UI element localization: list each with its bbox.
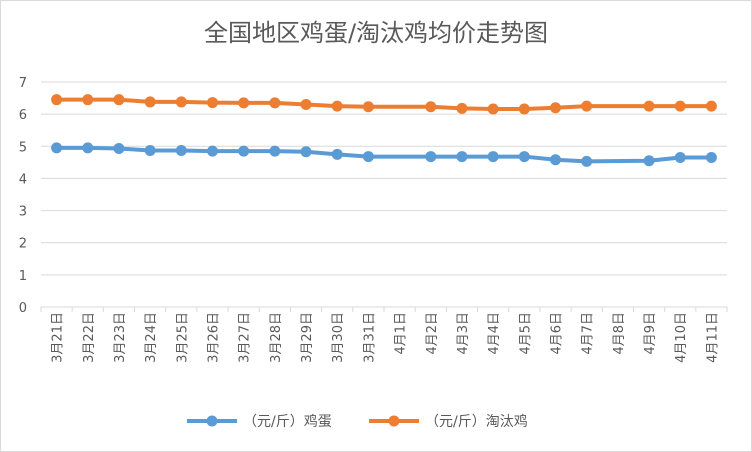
x-tick-label: 4月7日	[581, 312, 596, 355]
legend-swatch-marker	[388, 415, 400, 427]
data-point	[362, 101, 374, 113]
data-point	[331, 148, 343, 160]
y-tick-label: 1	[19, 269, 27, 284]
data-point	[51, 94, 63, 106]
y-tick-label: 6	[19, 108, 27, 123]
x-tick-label: 3月27日	[238, 312, 253, 363]
x-tick-label: 3月29日	[300, 312, 315, 363]
x-tick-label: 3月25日	[175, 312, 190, 363]
x-tick-label: 4月10日	[674, 312, 689, 363]
data-point	[487, 103, 499, 115]
data-point	[456, 102, 468, 114]
data-point	[550, 154, 561, 166]
data-point	[550, 102, 561, 114]
x-tick-label: 4月3日	[456, 312, 471, 355]
x-tick-label: 3月30日	[331, 312, 346, 363]
y-tick-label: 3	[19, 205, 27, 220]
data-point	[175, 144, 187, 156]
data-point	[518, 103, 530, 115]
data-point	[643, 155, 655, 167]
data-point	[425, 101, 437, 113]
data-point	[581, 155, 593, 167]
data-point	[113, 143, 125, 155]
data-point	[269, 97, 281, 109]
data-point	[674, 152, 686, 164]
x-tick-label: 4月11日	[705, 312, 720, 363]
data-point	[643, 100, 655, 112]
legend-swatch-marker	[206, 415, 218, 427]
y-tick-label: 2	[19, 237, 27, 252]
x-tick-label: 3月28日	[269, 312, 284, 363]
y-tick-label: 4	[19, 172, 27, 187]
data-point	[207, 145, 218, 157]
data-point	[144, 96, 156, 108]
data-point	[51, 142, 63, 154]
data-point	[425, 151, 437, 163]
data-point	[674, 100, 686, 112]
data-point	[518, 151, 530, 163]
x-tick-label: 3月24日	[144, 312, 159, 363]
x-tick-label: 4月2日	[425, 312, 440, 355]
data-point	[487, 151, 499, 163]
x-tick-label: 3月31日	[362, 312, 377, 363]
data-point	[144, 144, 156, 156]
data-point	[331, 100, 343, 112]
data-point	[82, 142, 94, 154]
x-tick-label: 4月1日	[394, 312, 409, 355]
chart-title: 全国地区鸡蛋/淘汰鸡均价走势图	[203, 19, 549, 47]
x-tick-label: 4月9日	[643, 312, 658, 355]
data-point	[238, 145, 250, 157]
x-tick-label: 3月23日	[113, 312, 128, 363]
x-tick-label: 3月26日	[207, 312, 222, 363]
x-tick-label: 3月22日	[82, 312, 97, 363]
legend-entry-0: （元/斤）鸡蛋	[243, 413, 332, 430]
x-tick-label: 4月6日	[550, 312, 565, 355]
x-tick-label: 4月8日	[612, 312, 627, 355]
y-tick-label: 5	[19, 140, 27, 155]
data-point	[362, 151, 374, 163]
y-tick-label: 0	[19, 301, 27, 316]
data-point	[175, 96, 187, 108]
data-point	[238, 97, 250, 109]
data-point	[456, 151, 468, 163]
data-point	[300, 99, 312, 110]
data-point	[269, 145, 281, 157]
x-tick-label: 3月21日	[51, 312, 66, 363]
data-point	[82, 94, 94, 106]
legend-entry-1: （元/斤）淘汰鸡	[425, 413, 528, 430]
data-point	[207, 97, 218, 109]
x-tick-label: 4月5日	[518, 312, 533, 355]
data-point	[581, 100, 593, 112]
y-tick-label: 7	[19, 76, 27, 91]
data-point	[705, 152, 717, 164]
data-point	[705, 100, 717, 112]
data-point	[300, 146, 312, 158]
data-point	[113, 94, 125, 106]
x-tick-label: 4月4日	[487, 312, 502, 355]
